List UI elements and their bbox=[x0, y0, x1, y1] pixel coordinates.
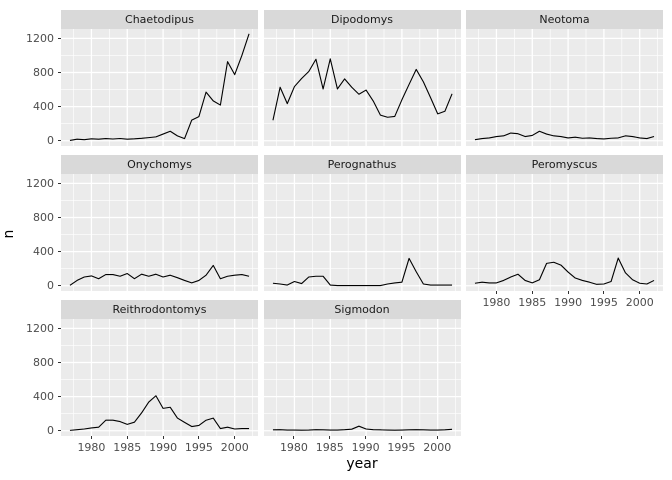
data-line-reithrodontomys bbox=[69, 395, 250, 431]
facet-panel bbox=[61, 29, 258, 146]
facet-chaetodipus: Chaetodipus bbox=[61, 10, 258, 146]
facet-neotoma: Neotoma bbox=[466, 10, 663, 146]
facet-strip-label: Dipodomys bbox=[331, 13, 393, 26]
facet-perognathus: Perognathus bbox=[263, 155, 461, 291]
x-tick-mark bbox=[531, 291, 533, 294]
y-tick-mark bbox=[58, 430, 61, 432]
data-line-sigmodon bbox=[272, 425, 452, 431]
facet-strip-label: Chaetodipus bbox=[125, 13, 194, 26]
facet-strip-label: Peromyscus bbox=[531, 158, 598, 171]
y-tick-label: 400 bbox=[33, 390, 54, 404]
y-tick-mark bbox=[58, 106, 61, 108]
y-tick-label: 800 bbox=[33, 210, 54, 224]
x-tick-label: 2000 bbox=[423, 441, 452, 454]
y-tick-label: 800 bbox=[33, 355, 54, 369]
y-tick-mark bbox=[58, 182, 61, 184]
data-line-onychomys bbox=[69, 264, 250, 286]
facet-strip-label: Reithrodontomys bbox=[112, 303, 207, 316]
x-tick-mark bbox=[365, 436, 367, 439]
x-tick-mark bbox=[162, 436, 164, 439]
x-tick-label: 1995 bbox=[387, 441, 416, 454]
x-tick-mark bbox=[198, 436, 200, 439]
data-line-perognathus bbox=[272, 257, 452, 287]
facet-strip-label: Onychomys bbox=[127, 158, 192, 171]
x-tick-mark bbox=[639, 291, 641, 294]
data-line-peromyscus bbox=[474, 257, 655, 285]
y-tick-mark bbox=[58, 251, 61, 253]
x-tick-label: 2000 bbox=[220, 441, 249, 454]
facet-peromyscus: Peromyscus bbox=[466, 155, 663, 291]
facet-strip: Neotoma bbox=[466, 10, 663, 29]
x-tick-mark bbox=[329, 436, 331, 439]
x-tick-mark bbox=[567, 291, 569, 294]
x-tick-mark bbox=[293, 436, 295, 439]
x-tick-label: 1990 bbox=[149, 441, 178, 454]
facet-strip-label: Perognathus bbox=[327, 158, 397, 171]
x-tick-label: 1980 bbox=[482, 296, 511, 309]
x-tick-mark bbox=[603, 291, 605, 294]
y-tick-mark bbox=[58, 140, 61, 142]
y-tick-label: 400 bbox=[33, 100, 54, 114]
facet-strip: Sigmodon bbox=[263, 300, 461, 319]
x-tick-label: 1985 bbox=[113, 441, 142, 454]
facet-strip-label: Neotoma bbox=[539, 13, 590, 26]
x-tick-label: 1985 bbox=[315, 441, 344, 454]
x-tick-label: 1990 bbox=[554, 296, 583, 309]
y-tick-label: 1200 bbox=[26, 31, 54, 45]
facet-strip: Reithrodontomys bbox=[61, 300, 258, 319]
data-line-chaetodipus bbox=[69, 33, 250, 142]
facet-reithrodontomys: Reithrodontomys bbox=[61, 300, 258, 436]
facet-panel bbox=[61, 174, 258, 291]
x-axis-title: year bbox=[346, 456, 378, 472]
facet-strip-label: Sigmodon bbox=[334, 303, 390, 316]
facet-panel bbox=[466, 174, 663, 291]
facet-strip: Onychomys bbox=[61, 155, 258, 174]
y-tick-mark bbox=[58, 216, 61, 218]
facet-panel bbox=[466, 29, 663, 146]
x-tick-label: 1995 bbox=[184, 441, 213, 454]
y-tick-label: 0 bbox=[47, 134, 54, 148]
facet-dipodomys: Dipodomys bbox=[263, 10, 461, 146]
x-tick-label: 1985 bbox=[518, 296, 547, 309]
x-tick-mark bbox=[400, 436, 402, 439]
x-tick-label: 1995 bbox=[589, 296, 618, 309]
y-tick-mark bbox=[58, 327, 61, 329]
facet-panel bbox=[263, 319, 461, 436]
x-tick-mark bbox=[234, 436, 236, 439]
facet-strip: Perognathus bbox=[263, 155, 461, 174]
facet-strip: Peromyscus bbox=[466, 155, 663, 174]
y-tick-label: 0 bbox=[47, 279, 54, 293]
data-line-neotoma bbox=[474, 130, 655, 141]
x-tick-mark bbox=[495, 291, 497, 294]
facet-panel bbox=[263, 29, 461, 146]
y-tick-mark bbox=[58, 71, 61, 73]
y-tick-label: 1200 bbox=[26, 176, 54, 190]
x-tick-mark bbox=[436, 436, 438, 439]
facet-panel bbox=[263, 174, 461, 291]
y-tick-mark bbox=[58, 361, 61, 363]
x-tick-label: 1980 bbox=[279, 441, 308, 454]
facet-strip: Dipodomys bbox=[263, 10, 461, 29]
facet-panel bbox=[61, 319, 258, 436]
x-tick-mark bbox=[126, 436, 128, 439]
y-tick-label: 400 bbox=[33, 245, 54, 259]
data-line-dipodomys bbox=[271, 58, 453, 121]
y-tick-mark bbox=[58, 37, 61, 39]
x-tick-label: 2000 bbox=[625, 296, 654, 309]
x-tick-label: 1990 bbox=[351, 441, 380, 454]
y-tick-mark bbox=[58, 396, 61, 398]
facet-onychomys: Onychomys bbox=[61, 155, 258, 291]
y-tick-mark bbox=[58, 285, 61, 287]
x-tick-label: 1980 bbox=[77, 441, 106, 454]
y-tick-label: 800 bbox=[33, 65, 54, 79]
facet-sigmodon: Sigmodon bbox=[263, 300, 461, 436]
y-axis-title: n bbox=[1, 229, 17, 239]
facet-strip: Chaetodipus bbox=[61, 10, 258, 29]
y-tick-label: 0 bbox=[47, 424, 54, 438]
y-tick-label: 1200 bbox=[26, 321, 54, 335]
x-tick-mark bbox=[90, 436, 92, 439]
